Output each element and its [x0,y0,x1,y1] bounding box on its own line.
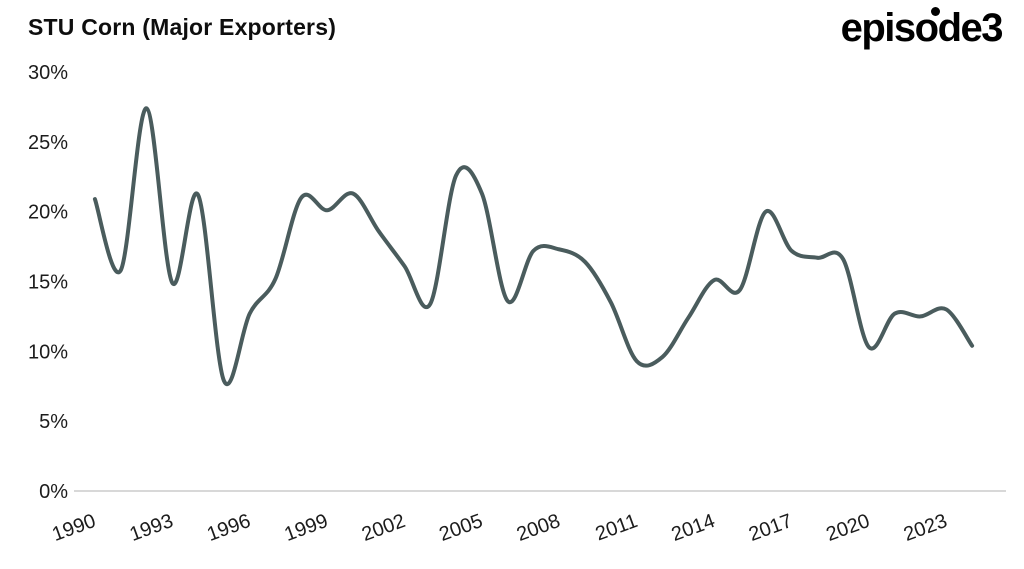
x-axis-labels: 1990 1993 1996 1999 2002 2005 2008 2011 2014 2017… [49,510,950,546]
logo-dot-icon [930,7,940,16]
x-tick-label: 1996 [204,510,253,546]
x-tick-label: 2014 [669,510,718,546]
y-tick-label: 25% [28,132,68,154]
x-tick-label: 1999 [282,510,331,546]
x-tick-label: 1993 [127,510,176,546]
x-tick-label: 2005 [436,510,485,546]
x-tick-label: 2020 [823,510,872,546]
y-tick-label: 10% [28,341,68,363]
y-axis-labels: 0% 5% 10% 15% 20% 25% 30% [28,62,68,503]
x-tick-label: 2011 [593,510,641,545]
y-tick-label: 0% [39,481,68,503]
x-tick-label: 1990 [49,510,98,546]
series-line [92,106,975,386]
x-tick-label: 2008 [514,510,563,546]
y-tick-label: 20% [28,202,68,224]
x-tick-label: 2023 [901,510,950,546]
y-tick-label: 30% [28,62,68,84]
chart-title: STU Corn (Major Exporters) [28,14,337,40]
x-tick-label: 2017 [746,510,795,546]
logo-text: episode3 [840,6,1004,50]
episode3-logo: episode3 [840,6,1004,50]
y-tick-label: 15% [28,272,68,294]
x-tick-label: 2002 [359,510,408,546]
y-tick-label: 5% [39,411,68,433]
